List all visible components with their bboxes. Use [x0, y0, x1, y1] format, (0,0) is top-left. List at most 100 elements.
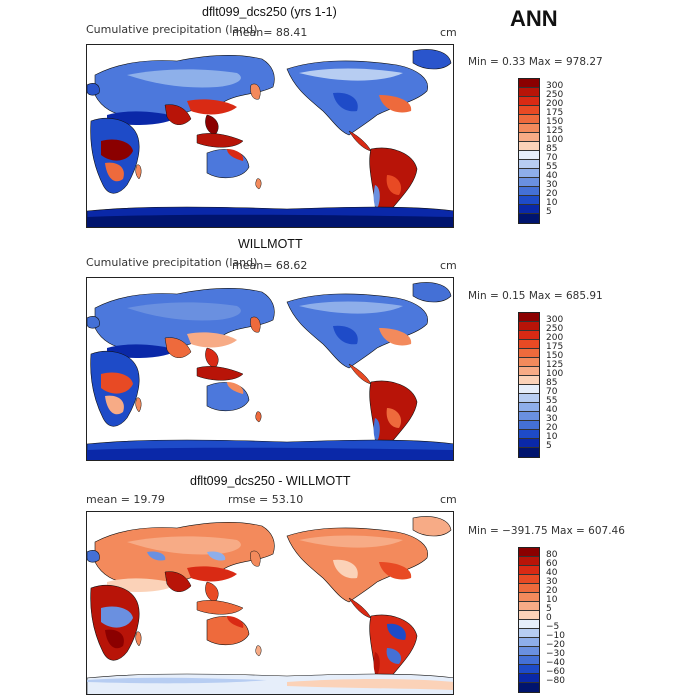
colorbar-tick-label: 10: [546, 595, 558, 605]
colorbar-cell: [519, 214, 539, 223]
colorbar-tick-label: 70: [546, 387, 558, 397]
colorbar-cell: [519, 566, 539, 575]
colorbar-tick-label: −10: [546, 631, 565, 641]
colorbar-tick-label: 30: [546, 180, 558, 190]
colorbar-tick-label: 80: [546, 550, 558, 560]
colorbar-tick-label: 20: [546, 189, 558, 199]
colorbar-tick-label: 85: [546, 378, 558, 388]
colorbar-model: [518, 78, 540, 224]
colorbar-tick-label: 40: [546, 171, 558, 181]
colorbar-tick-label: 300: [546, 81, 564, 91]
colorbar-observations: [518, 312, 540, 458]
colorbar-cell: [519, 611, 539, 620]
colorbar-tick-label: −30: [546, 649, 565, 659]
colorbar-tick-label: 10: [546, 198, 558, 208]
colorbar-tick-label: 0: [546, 613, 552, 623]
colorbar-cell: [519, 331, 539, 340]
panel-title: dflt099_dcs250 (yrs 1-1): [202, 5, 337, 19]
colorbar-tick-label: 30: [546, 577, 558, 587]
colorbar-cell: [519, 412, 539, 421]
colorbar-cell: [519, 439, 539, 448]
colorbar-tick-label: 150: [546, 117, 564, 127]
colorbar-tick-label: 100: [546, 369, 564, 379]
colorbar-cell: [519, 638, 539, 647]
colorbar-tick-label: 175: [546, 108, 564, 118]
colorbar-cell: [519, 367, 539, 376]
colorbar-cell: [519, 142, 539, 151]
colorbar-cell: [519, 557, 539, 566]
colorbar-tick-label: −20: [546, 640, 565, 650]
colorbar-cell: [519, 385, 539, 394]
colorbar-cell: [519, 620, 539, 629]
panel-unit-label: cm: [440, 259, 457, 272]
colorbar-cell: [519, 448, 539, 457]
colorbar-cell: [519, 106, 539, 115]
colorbar-cell: [519, 376, 539, 385]
colorbar-cell: [519, 133, 539, 142]
colorbar-tick-label: 55: [546, 396, 558, 406]
colorbar-tick-label: 40: [546, 405, 558, 415]
colorbar-cell: [519, 584, 539, 593]
colorbar-cell: [519, 151, 539, 160]
panel-title: dflt099_dcs250 - WILLMOTT: [190, 474, 351, 488]
panel-title: WILLMOTT: [238, 237, 303, 251]
colorbar-cell: [519, 602, 539, 611]
colorbar-tick-label: 100: [546, 135, 564, 145]
colorbar-tick-label: −80: [546, 676, 565, 686]
colorbar-tick-label: 175: [546, 342, 564, 352]
panel-mean-label: mean= 68.62: [232, 259, 308, 272]
colorbar-cell: [519, 88, 539, 97]
colorbar-tick-label: −40: [546, 658, 565, 668]
panel-minmax: Min = 0.15 Max = 685.91: [468, 290, 603, 302]
colorbar-tick-label: 5: [546, 441, 552, 451]
colorbar-cell: [519, 322, 539, 331]
panel-variable-label: Cumulative precipitation (land): [86, 256, 258, 269]
colorbar-cell: [519, 629, 539, 638]
colorbar-cell: [519, 656, 539, 665]
colorbar-tick-label: 300: [546, 315, 564, 325]
colorbar-tick-label: 5: [546, 604, 552, 614]
colorbar-tick-label: 150: [546, 351, 564, 361]
colorbar-tick-label: 250: [546, 90, 564, 100]
colorbar-cell: [519, 79, 539, 88]
colorbar-cell: [519, 160, 539, 169]
precip-map-model: [86, 44, 454, 228]
panel-unit-label: cm: [440, 26, 457, 39]
panel-minmax: Min = 0.33 Max = 978.27: [468, 56, 603, 68]
colorbar-cell: [519, 313, 539, 322]
panel-variable-label: Cumulative precipitation (land): [86, 23, 258, 36]
colorbar-tick-label: 40: [546, 568, 558, 578]
colorbar-cell: [519, 674, 539, 683]
colorbar-cell: [519, 394, 539, 403]
colorbar-tick-label: 125: [546, 360, 564, 370]
colorbar-cell: [519, 124, 539, 133]
colorbar-cell: [519, 430, 539, 439]
colorbar-tick-label: 85: [546, 144, 558, 154]
colorbar-cell: [519, 647, 539, 656]
colorbar-cell: [519, 593, 539, 602]
colorbar-tick-label: 20: [546, 586, 558, 596]
colorbar-cell: [519, 349, 539, 358]
colorbar-difference: [518, 547, 540, 693]
colorbar-tick-label: 70: [546, 153, 558, 163]
colorbar-cell: [519, 665, 539, 674]
colorbar-cell: [519, 340, 539, 349]
colorbar-cell: [519, 548, 539, 557]
colorbar-cell: [519, 205, 539, 214]
colorbar-tick-label: 250: [546, 324, 564, 334]
colorbar-cell: [519, 575, 539, 584]
colorbar-tick-label: −5: [546, 622, 560, 632]
panel-rmse-label: rmse = 53.10: [228, 493, 304, 506]
panel-minmax: Min = −391.75 Max = 607.46: [468, 525, 625, 537]
season-label: ANN: [510, 6, 558, 31]
colorbar-tick-label: 55: [546, 162, 558, 172]
precip-map-difference: [86, 511, 454, 695]
colorbar-tick-label: 200: [546, 99, 564, 109]
colorbar-tick-label: 30: [546, 414, 558, 424]
colorbar-cell: [519, 358, 539, 367]
colorbar-cell: [519, 403, 539, 412]
colorbar-cell: [519, 97, 539, 106]
colorbar-tick-label: 20: [546, 423, 558, 433]
colorbar-tick-label: 200: [546, 333, 564, 343]
colorbar-cell: [519, 169, 539, 178]
